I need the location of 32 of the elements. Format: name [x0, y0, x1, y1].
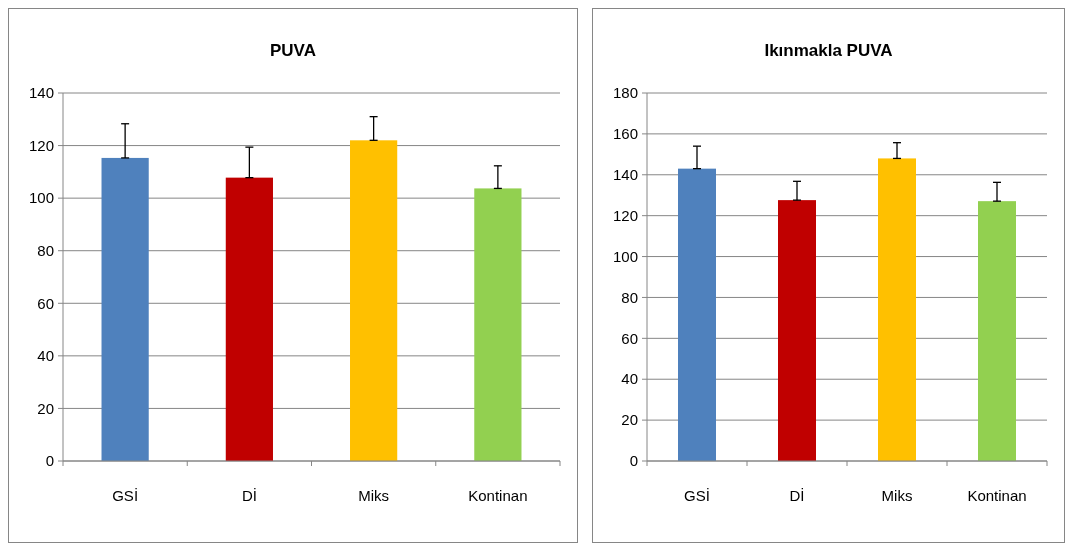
y-tick-label: 20	[37, 399, 54, 417]
y-tick-label: 0	[45, 452, 54, 470]
x-tick-label: Dİ	[789, 487, 805, 504]
y-tick-label: 180	[612, 84, 638, 102]
x-tick-label: Dİ	[241, 487, 257, 504]
y-tick-label: 160	[612, 125, 638, 143]
x-tick-label: Miks	[358, 487, 390, 504]
y-tick-label: 140	[28, 84, 54, 102]
y-tick-label: 40	[37, 347, 54, 365]
y-tick-label: 100	[28, 189, 54, 207]
bar	[225, 177, 273, 461]
bar	[101, 157, 149, 461]
y-tick-label: 80	[37, 241, 54, 259]
chart-title: Ikınmakla PUVA	[764, 41, 893, 60]
y-tick-label: 40	[621, 370, 638, 388]
x-tick-label: Miks	[881, 487, 913, 504]
x-tick-label: GSİ	[112, 487, 139, 504]
chart-title: PUVA	[270, 41, 316, 60]
y-tick-label: 60	[621, 329, 638, 347]
y-tick-label: 0	[629, 452, 638, 470]
y-tick-label: 100	[612, 247, 638, 265]
y-tick-label: 120	[28, 136, 54, 154]
bar	[350, 140, 398, 461]
y-tick-label: 80	[621, 288, 638, 306]
bar	[474, 188, 522, 461]
y-tick-label: 60	[37, 294, 54, 312]
x-tick-label: GSİ	[684, 487, 710, 504]
y-tick-label: 140	[612, 166, 638, 184]
x-tick-label: Kontinan	[967, 487, 1027, 504]
x-tick-label: Kontinan	[468, 487, 528, 504]
y-tick-label: 20	[621, 411, 638, 429]
y-tick-label: 120	[612, 206, 638, 224]
